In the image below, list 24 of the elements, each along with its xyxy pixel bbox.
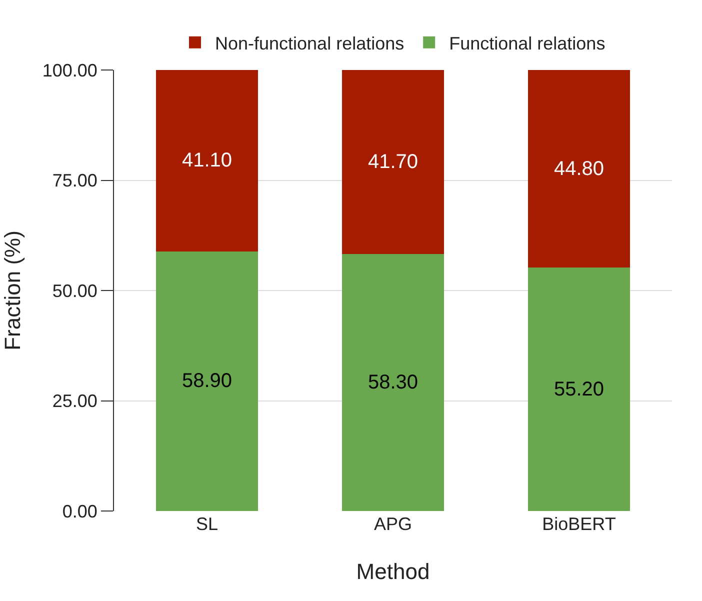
bar: [528, 268, 630, 511]
y-tick-label: 75.00: [52, 170, 98, 191]
data-label: 58.30: [368, 371, 418, 394]
legend-label: Functional relations: [449, 33, 606, 54]
x-tick-label: BioBERT: [542, 514, 616, 534]
legend-label: Non-functional relations: [215, 33, 404, 54]
x-tick-label: APG: [374, 514, 412, 534]
bar: [342, 254, 444, 511]
y-tick-label: 100.00: [42, 60, 98, 80]
data-label: 41.10: [182, 150, 232, 172]
bar: [156, 251, 258, 511]
y-tick-label: 0.00: [62, 501, 98, 522]
x-tick-label: SL: [196, 514, 218, 534]
bar: [528, 70, 630, 268]
data-label: 58.90: [182, 370, 232, 392]
y-axis-title: Fraction (%): [0, 230, 26, 350]
bar: [342, 70, 444, 254]
y-tick-label: 50.00: [52, 280, 98, 301]
x-axis-title: Method: [356, 558, 430, 584]
bar: [156, 70, 258, 252]
data-label: 44.80: [554, 158, 604, 180]
data-label: 55.20: [554, 378, 604, 400]
y-tick-label: 25.00: [52, 391, 98, 412]
data-label: 41.70: [368, 150, 418, 173]
